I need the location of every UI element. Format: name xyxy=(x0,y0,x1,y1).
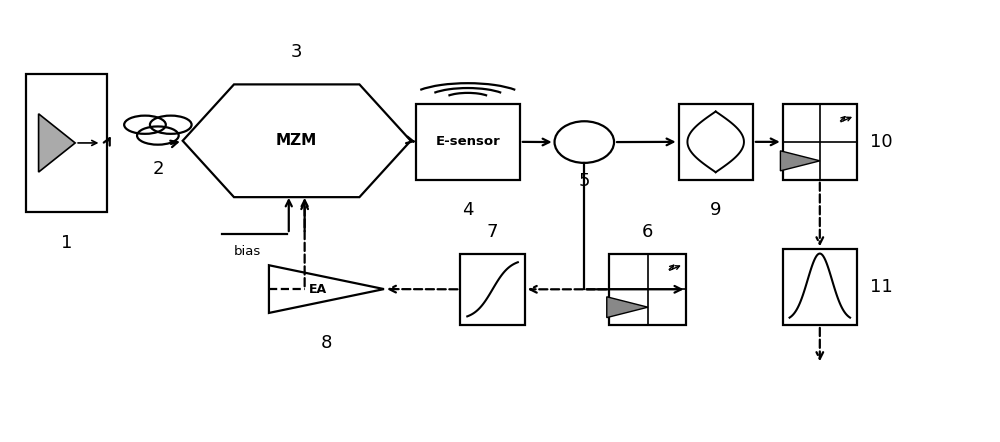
Polygon shape xyxy=(39,114,75,172)
FancyBboxPatch shape xyxy=(783,249,857,325)
Polygon shape xyxy=(607,297,648,318)
FancyBboxPatch shape xyxy=(609,254,686,325)
FancyBboxPatch shape xyxy=(460,254,525,325)
Text: EA: EA xyxy=(309,282,327,296)
Text: 5: 5 xyxy=(579,172,590,190)
FancyBboxPatch shape xyxy=(783,104,857,180)
Text: 6: 6 xyxy=(642,223,653,241)
Text: 4: 4 xyxy=(462,201,474,219)
Text: bias: bias xyxy=(234,245,261,258)
Text: 10: 10 xyxy=(870,133,893,151)
Text: 1: 1 xyxy=(61,234,72,251)
Text: 9: 9 xyxy=(710,201,721,219)
Polygon shape xyxy=(780,151,820,171)
Text: 3: 3 xyxy=(291,43,302,61)
Polygon shape xyxy=(269,265,384,313)
Text: MZM: MZM xyxy=(276,133,317,148)
FancyBboxPatch shape xyxy=(679,104,753,180)
Text: E-sensor: E-sensor xyxy=(435,135,500,149)
Text: 11: 11 xyxy=(870,278,893,296)
Text: 7: 7 xyxy=(487,223,498,241)
FancyBboxPatch shape xyxy=(26,73,107,212)
Text: 8: 8 xyxy=(321,334,332,352)
Text: 2: 2 xyxy=(152,160,164,178)
FancyBboxPatch shape xyxy=(416,104,520,180)
Polygon shape xyxy=(183,84,411,197)
